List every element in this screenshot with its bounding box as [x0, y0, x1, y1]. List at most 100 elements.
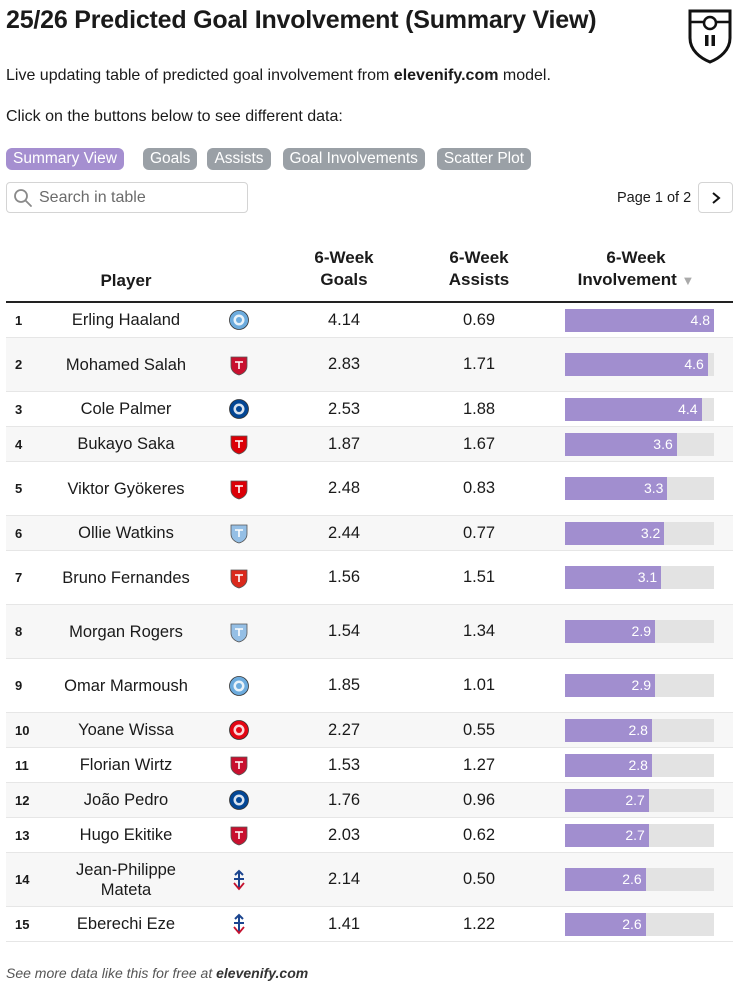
involvement-value: 2.6 [622, 915, 642, 932]
involvement-bar-track: 4.6 [565, 353, 714, 376]
involvement-value: 4.4 [678, 400, 698, 417]
involvement-bar: 3.6 [565, 432, 677, 456]
page-indicator: Page 1 of 2 [617, 190, 692, 206]
rank-cell: 12 [15, 792, 30, 808]
goals-cell: 2.53 [327, 399, 361, 418]
next-page-button[interactable] [698, 182, 733, 213]
goals-button[interactable]: Goals [142, 148, 198, 170]
involvement-bar: 3.2 [565, 521, 665, 545]
player-name: Erling Haaland [71, 311, 181, 329]
player-name: Eberechi Eze [76, 915, 176, 933]
footer-prefix: See more data like this for free at [6, 965, 217, 981]
involvement-bar-track: 2.9 [565, 674, 714, 697]
liverpool-crest [230, 756, 248, 776]
chelsea-crest [229, 790, 249, 810]
involvement-bar-track: 2.8 [565, 718, 714, 742]
involvement-value: 3.3 [643, 480, 664, 496]
subtitle-prefix: Live updating table of predicted goal in… [6, 67, 394, 84]
involvement-bar-track: 3.6 [565, 432, 714, 456]
involvement-bar-track: 2.6 [565, 912, 714, 936]
rank-cell: 3 [15, 401, 23, 417]
assists-cell: 0.55 [462, 720, 496, 739]
assists-cell: 1.27 [462, 755, 496, 774]
involvement-value: 3.1 [637, 569, 658, 585]
assists-cell: 1.67 [462, 434, 496, 453]
player-name: Florian Wirtz [79, 756, 173, 774]
goal-involvements-button[interactable]: Goal Involvements [282, 148, 425, 170]
sort-desc-icon: ▼ [681, 273, 695, 288]
player-name: Jean-Philippe Mateta [76, 860, 176, 899]
table-row: 3 Cole Palmer 2.53 1.88 4.4 [6, 392, 733, 427]
rank-cell: 4 [15, 436, 23, 452]
involvement-bar: 3.3 [565, 477, 668, 500]
involvement-column-header[interactable]: 6-Week Involvement ▼ [571, 247, 701, 292]
player-name: João Pedro [83, 791, 169, 809]
table-header: Player 6-Week Goals 6-Week Assists 6-Wee… [6, 246, 733, 303]
table-row: 11 Florian Wirtz 1.53 1.27 2.8 [6, 748, 733, 783]
table-row: 12 João Pedro 1.76 0.96 2.7 [6, 783, 733, 818]
involvement-value: 2.9 [631, 677, 652, 693]
rank-cell: 9 [15, 678, 23, 693]
player-name: Omar Marmoush [64, 676, 188, 695]
assists-cell: 0.62 [462, 825, 496, 844]
involvement-bar-track: 2.6 [565, 868, 714, 891]
table-row: 5 Viktor Gyökeres 2.48 0.83 3.3 [6, 462, 733, 516]
involvement-bar-track: 3.3 [565, 477, 714, 500]
goals-cell: 2.48 [327, 479, 361, 497]
assists-cell: 1.71 [462, 355, 496, 373]
involvement-bar-track: 2.9 [565, 620, 714, 643]
search-input[interactable] [39, 188, 239, 207]
rank-cell: 15 [15, 916, 30, 932]
assists-button[interactable]: Assists [207, 148, 271, 170]
table-row: 13 Hugo Ekitike 2.03 0.62 2.7 [6, 818, 733, 853]
rank-cell: 7 [15, 570, 23, 585]
subtitle-site-link[interactable]: elevenify.com [393, 67, 499, 84]
rank-cell: 8 [15, 624, 23, 639]
involvement-value: 2.8 [628, 721, 648, 738]
arsenal-crest [230, 435, 248, 455]
involvement-value: 4.6 [684, 356, 704, 372]
involvement-bar-track: 2.8 [565, 753, 714, 777]
player-column-header[interactable]: Player [100, 271, 152, 290]
involvement-header-line1: 6-Week [606, 248, 666, 267]
assists-header-line2: Assists [448, 270, 510, 289]
goals-cell: 2.83 [327, 355, 361, 373]
involvement-bar: 2.6 [565, 912, 646, 936]
table-row: 6 Ollie Watkins 2.44 0.77 3.2 [6, 516, 733, 551]
summary-view-button[interactable]: Summary View [6, 148, 124, 170]
involvement-value: 2.6 [622, 871, 642, 887]
elevenify-logo-icon [688, 9, 732, 64]
involvement-value: 3.6 [653, 435, 673, 452]
goals-header-line2: Goals [320, 270, 368, 289]
involvement-bar-track: 2.7 [565, 788, 714, 812]
table-row: 4 Bukayo Saka 1.87 1.67 3.6 [6, 427, 733, 462]
subtitle-suffix: model. [498, 67, 551, 84]
goals-column-header[interactable]: 6-Week Goals [299, 247, 389, 291]
involvement-value: 3.2 [640, 524, 661, 541]
table-row: 9 Omar Marmoush 1.85 1.01 2.9 [6, 659, 733, 713]
aston-villa-crest [230, 524, 248, 544]
footer-site-link[interactable]: elevenify.com [216, 965, 309, 981]
goals-cell: 2.03 [327, 825, 361, 844]
player-name: Bruno Fernandes [62, 568, 190, 587]
assists-column-header[interactable]: 6-Week Assists [434, 247, 524, 291]
player-name: Hugo Ekitike [79, 826, 173, 844]
rank-cell: 2 [15, 357, 23, 372]
assists-cell: 1.22 [462, 914, 496, 933]
scatter-plot-button[interactable]: Scatter Plot [436, 148, 532, 170]
player-name: Bukayo Saka [77, 435, 175, 453]
involvement-header-line2: Involvement [577, 270, 677, 289]
search-box[interactable] [6, 182, 248, 213]
assists-cell: 1.51 [462, 568, 496, 586]
goals-cell: 2.14 [327, 870, 361, 888]
table-row: 2 Mohamed Salah 2.83 1.71 4.6 [6, 338, 733, 392]
liverpool-crest [230, 356, 248, 375]
view-buttons: Summary View Goals Assists Goal Involvem… [6, 148, 532, 170]
man-united-crest [230, 569, 248, 588]
player-name: Mohamed Salah [65, 355, 187, 374]
man-city-crest [229, 675, 249, 696]
table-body: 1 Erling Haaland 4.14 0.69 4.8 2 Mohamed Salah… [6, 303, 733, 942]
man-city-crest [229, 310, 249, 330]
player-name: Viktor Gyökeres [67, 479, 185, 498]
table-row: 8 Morgan Rogers 1.54 1.34 2.9 [6, 605, 733, 659]
